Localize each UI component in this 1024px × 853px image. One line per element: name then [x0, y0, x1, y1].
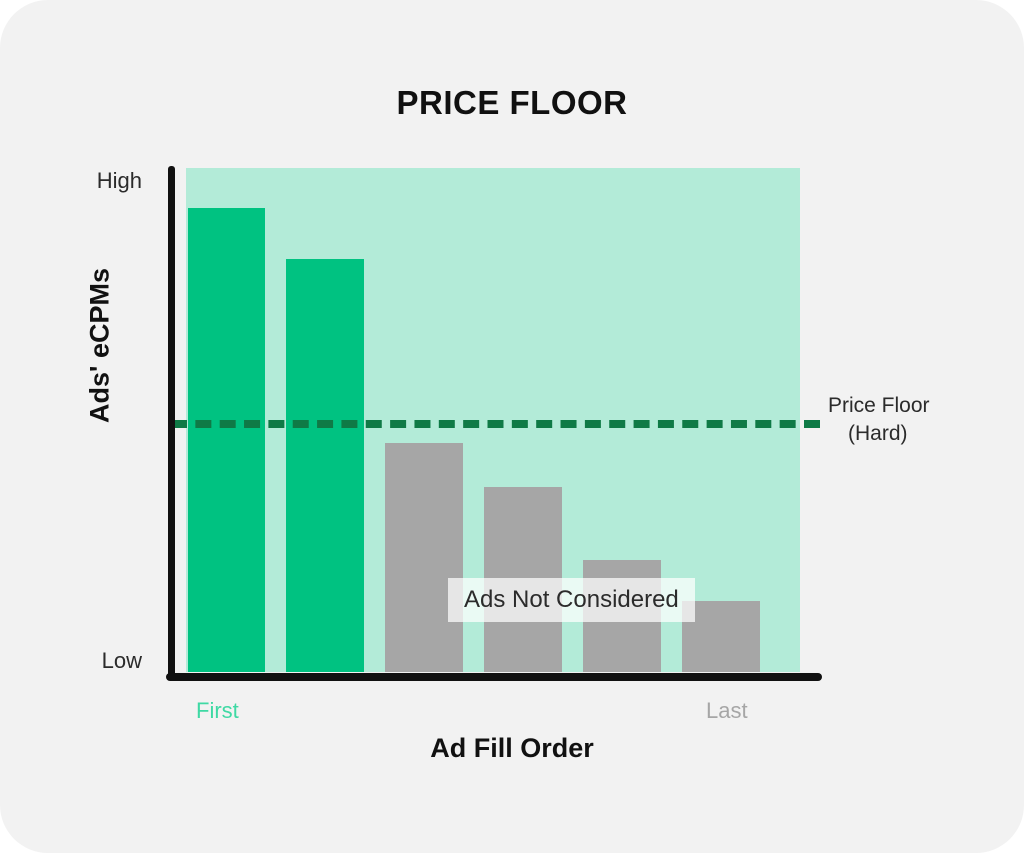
price-floor-annotation: Price Floor (Hard): [828, 392, 930, 448]
x-axis-title: Ad Fill Order: [430, 733, 594, 763]
page-title: PRICE FLOOR: [396, 84, 628, 121]
price-floor-annotation-line-2: (Hard): [848, 422, 908, 445]
bar-6: [682, 601, 760, 672]
bar-2: [286, 259, 364, 672]
y-axis-title: Ads' eCPMs: [84, 268, 115, 423]
y-axis-line: [168, 166, 175, 678]
x-axis-tick-last: Last: [706, 698, 748, 723]
x-axis-line: [166, 673, 822, 681]
bar-3: [385, 443, 463, 672]
x-axis-tick-first: First: [196, 698, 239, 723]
ads-not-considered-annotation: Ads Not Considered: [448, 578, 695, 622]
price-floor-reference-line: [171, 420, 820, 428]
price-floor-annotation-line-1: Price Floor: [828, 394, 930, 417]
bar-1: [188, 208, 265, 672]
y-axis-tick-high: High: [96, 168, 142, 193]
y-axis-tick-low: Low: [101, 648, 142, 673]
